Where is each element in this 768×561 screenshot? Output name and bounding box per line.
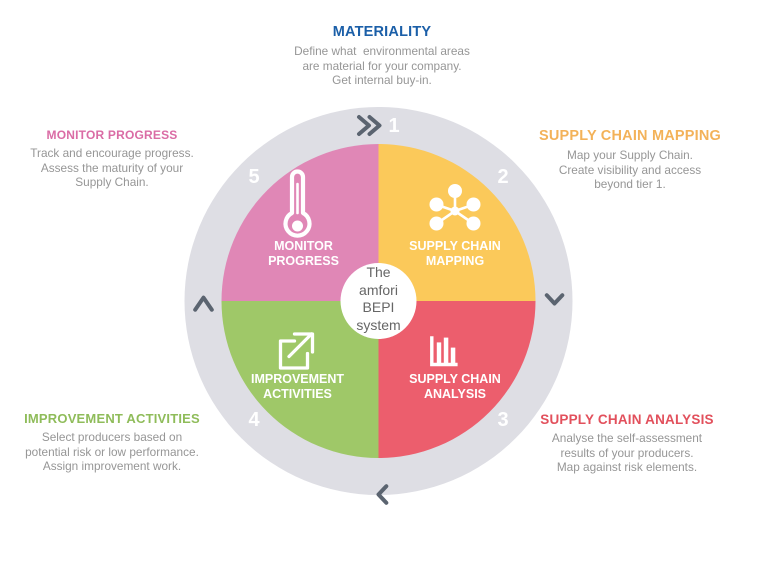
svg-text:1: 1 <box>388 115 399 137</box>
